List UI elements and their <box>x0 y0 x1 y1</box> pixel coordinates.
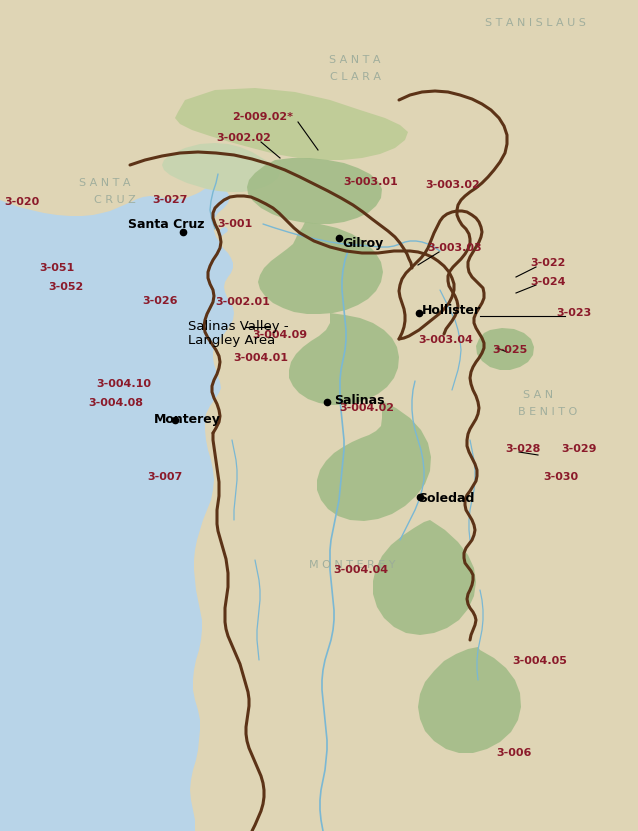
Polygon shape <box>258 222 383 314</box>
Text: S A N: S A N <box>523 390 553 400</box>
Polygon shape <box>289 313 399 405</box>
Polygon shape <box>317 400 431 521</box>
Polygon shape <box>373 520 476 635</box>
Text: S A N T A: S A N T A <box>329 55 381 65</box>
Polygon shape <box>175 88 408 160</box>
Text: 3-003.04: 3-003.04 <box>419 335 473 345</box>
Polygon shape <box>476 328 534 370</box>
Text: 3-020: 3-020 <box>4 197 40 207</box>
Text: Gilroy: Gilroy <box>342 237 383 249</box>
Text: 3-052: 3-052 <box>48 282 84 292</box>
Text: 3-029: 3-029 <box>561 444 597 454</box>
Text: 3-007: 3-007 <box>147 472 182 482</box>
Text: C R U Z: C R U Z <box>94 195 136 205</box>
Text: 2-009.02*: 2-009.02* <box>232 112 293 122</box>
Text: 3-028: 3-028 <box>505 444 540 454</box>
Text: Santa Cruz: Santa Cruz <box>128 218 205 230</box>
Text: 3-023: 3-023 <box>556 308 591 318</box>
Text: 3-004.05: 3-004.05 <box>512 656 567 666</box>
Polygon shape <box>418 647 521 753</box>
Text: 3-002.01: 3-002.01 <box>216 297 271 307</box>
Text: 3-004.04: 3-004.04 <box>334 565 389 575</box>
Text: Salinas Valley -: Salinas Valley - <box>188 320 288 333</box>
Text: 3-006: 3-006 <box>496 748 531 758</box>
Text: C L A R A: C L A R A <box>329 72 380 82</box>
Polygon shape <box>162 143 280 192</box>
Text: 3-004.08: 3-004.08 <box>89 398 144 408</box>
Polygon shape <box>247 158 382 224</box>
Text: 3-004.01: 3-004.01 <box>234 353 288 363</box>
Text: B E N I T O: B E N I T O <box>518 407 577 417</box>
Text: S A N T A: S A N T A <box>79 178 131 188</box>
Text: 3-027: 3-027 <box>152 195 188 205</box>
Text: 3-002.02: 3-002.02 <box>216 133 271 143</box>
Text: 3-051: 3-051 <box>40 263 75 273</box>
Text: M O N T E R E Y: M O N T E R E Y <box>309 560 396 570</box>
Text: 3-004.02: 3-004.02 <box>339 403 394 413</box>
Text: 3-003.01: 3-003.01 <box>344 177 398 187</box>
Text: Salinas: Salinas <box>334 394 385 406</box>
Text: 3-003.02: 3-003.02 <box>426 180 480 190</box>
Text: Hollister: Hollister <box>422 303 481 317</box>
Text: 3-022: 3-022 <box>530 258 566 268</box>
Text: Langley Area: Langley Area <box>188 334 275 347</box>
Text: S T A N I S L A U S: S T A N I S L A U S <box>485 18 586 28</box>
Text: 3-004.09: 3-004.09 <box>253 330 308 340</box>
Text: Soledad: Soledad <box>418 491 475 504</box>
Text: 3-003.03: 3-003.03 <box>427 243 482 253</box>
Text: 3-024: 3-024 <box>530 277 566 287</box>
Text: 3-025: 3-025 <box>493 345 528 355</box>
Polygon shape <box>0 0 234 831</box>
Text: 3-026: 3-026 <box>142 296 178 306</box>
Text: Monterey: Monterey <box>154 414 221 426</box>
Text: 3-001: 3-001 <box>218 219 253 229</box>
Text: 3-004.10: 3-004.10 <box>96 379 151 389</box>
Text: 3-030: 3-030 <box>544 472 579 482</box>
